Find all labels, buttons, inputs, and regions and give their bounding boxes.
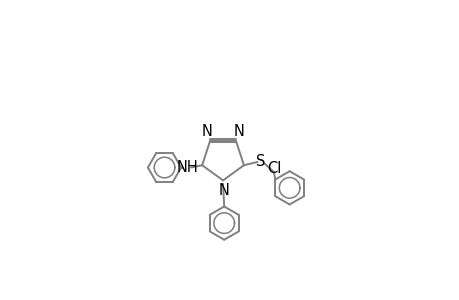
Text: S: S: [255, 154, 265, 169]
Text: N: N: [218, 183, 229, 198]
Text: Cl: Cl: [266, 161, 280, 176]
Text: N: N: [201, 124, 212, 139]
Text: NH: NH: [176, 160, 198, 175]
Text: N: N: [234, 124, 244, 139]
